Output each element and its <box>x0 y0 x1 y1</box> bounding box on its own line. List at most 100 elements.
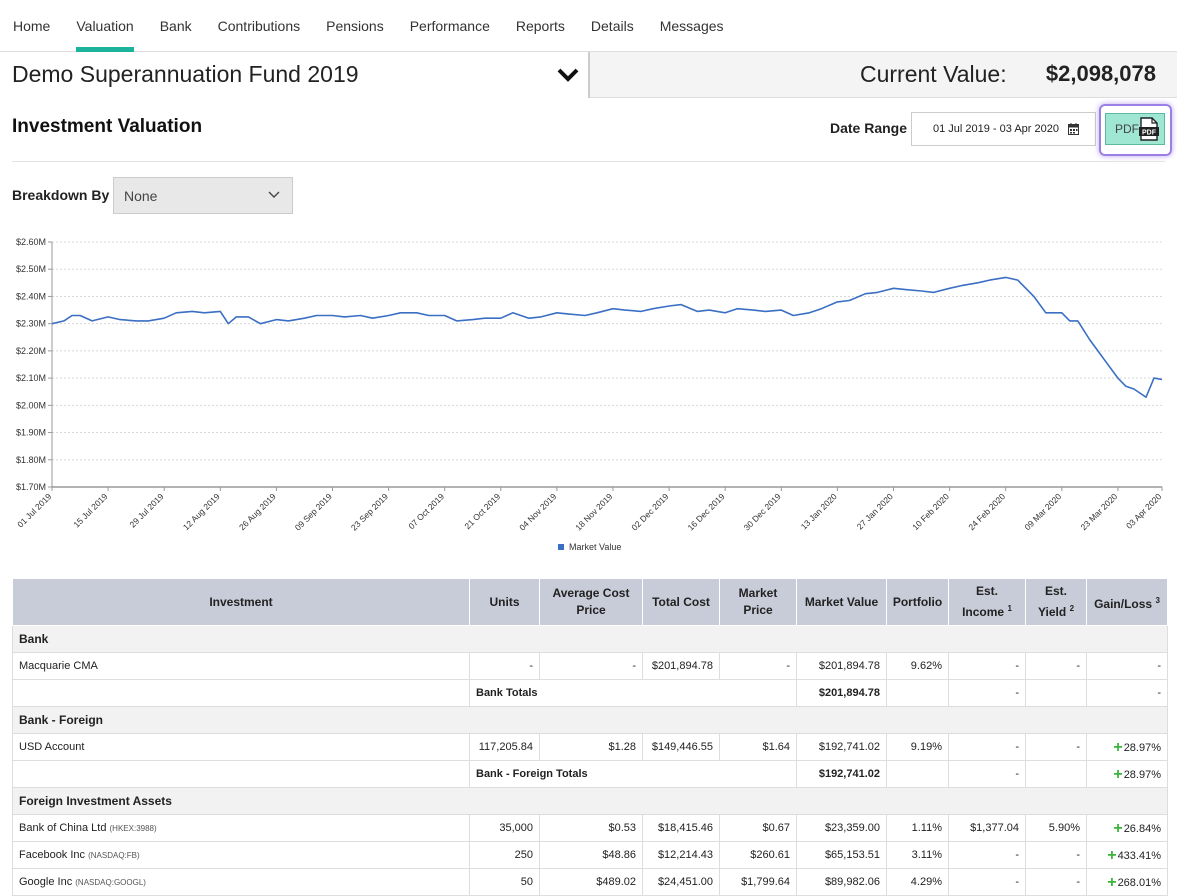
table-row[interactable]: USD Account 117,205.84 $1.28 $149,446.55… <box>12 733 1168 761</box>
cell-units: - <box>469 652 540 680</box>
cell-units: 50 <box>469 868 540 896</box>
fund-bar: Demo Superannuation Fund 2019 Current Va… <box>0 52 1177 98</box>
ticker: (HKEX:3988) <box>109 824 157 833</box>
x-tick-label: 23 Mar 2020 <box>1079 491 1120 532</box>
x-tick-label: 12 Aug 2019 <box>181 491 222 532</box>
cell-market-price: $1,799.64 <box>719 868 797 896</box>
y-tick-label: $2.60M <box>16 237 46 247</box>
cell-empty <box>12 679 470 707</box>
market-value-chart: $1.70M $1.80M $1.90M $2.00M $2.10M $2.20M $2.3… <box>15 237 1164 552</box>
cell-name: Facebook Inc (NASDAQ:FB) <box>12 841 470 869</box>
cell-portfolio: 1.11% <box>886 814 949 842</box>
col-portfolio[interactable]: Portfolio <box>886 578 949 626</box>
y-tick-label: $2.50M <box>16 264 46 274</box>
col-market-price[interactable]: Market Price <box>719 578 797 626</box>
cell-est-yield: - <box>1025 868 1087 896</box>
nav-valuation[interactable]: Valuation <box>63 0 146 52</box>
pdf-button[interactable]: PDF PDF <box>1105 113 1165 145</box>
x-tick-label: 01 Jul 2019 <box>15 491 53 529</box>
chevron-down-icon[interactable] <box>556 63 580 87</box>
breakdown-value: None <box>124 188 158 204</box>
table-total-row: Bank - Foreign Totals $192,741.02 - 28.9… <box>12 760 1168 788</box>
group-foreign-investment-assets: Foreign Investment Assets <box>12 787 1168 815</box>
cell-total-cost: $18,415.46 <box>642 814 720 842</box>
col-average-cost-price[interactable]: Average Cost Price <box>539 578 643 626</box>
pdf-button-focus-ring: PDF PDF <box>1099 104 1172 156</box>
col-investment[interactable]: Investment <box>12 578 470 626</box>
cell-est-income: $1,377.04 <box>948 814 1026 842</box>
gain-plus-icon: 268.01% <box>1107 877 1161 889</box>
cell-empty <box>886 760 949 788</box>
date-range-value: 01 Jul 2019 - 03 Apr 2020 <box>933 123 1059 135</box>
pdf-button-label: PDF <box>1115 122 1139 136</box>
cell-est-yield: - <box>1025 733 1087 761</box>
cell-units: 117,205.84 <box>469 733 540 761</box>
nav-contributions[interactable]: Contributions <box>217 18 301 34</box>
fund-name: Demo Superannuation Fund 2019 <box>12 61 359 87</box>
nav-pensions[interactable]: Pensions <box>326 18 384 34</box>
x-tick-label: 03 Apr 2020 <box>1124 491 1164 531</box>
fund-selector[interactable]: Demo Superannuation Fund 2019 <box>0 52 590 98</box>
nav-reports[interactable]: Reports <box>515 18 565 34</box>
cell-total-cost: $12,214.43 <box>642 841 720 869</box>
table-row[interactable]: Macquarie CMA - - $201,894.78 - $201,894… <box>12 652 1168 680</box>
table-row[interactable]: Bank of China Ltd (HKEX:3988) 35,000 $0.… <box>12 814 1168 842</box>
y-tick-label: $2.20M <box>16 346 46 356</box>
header-divider <box>12 161 1165 162</box>
col-gain-loss[interactable]: Gain/Loss 3 <box>1086 578 1168 626</box>
nav-messages[interactable]: Messages <box>659 18 724 34</box>
x-tick-label: 16 Dec 2019 <box>685 491 726 532</box>
cell-avg-cost: $48.86 <box>539 841 643 869</box>
total-market-value: $192,741.02 <box>796 760 887 788</box>
cell-total-cost: $201,894.78 <box>642 652 720 680</box>
nav-bank[interactable]: Bank <box>159 18 192 34</box>
x-tick-label: 18 Nov 2019 <box>573 491 614 532</box>
cell-avg-cost: $489.02 <box>539 868 643 896</box>
col-est-income[interactable]: Est. Income 1 <box>948 578 1026 626</box>
cell-empty <box>886 679 949 707</box>
cell-avg-cost: - <box>539 652 643 680</box>
y-tick-label: $2.00M <box>16 400 46 410</box>
table-total-row: Bank Totals $201,894.78 - - <box>12 679 1168 707</box>
cell-name: Bank of China Ltd (HKEX:3988) <box>12 814 470 842</box>
cell-units: 35,000 <box>469 814 540 842</box>
total-gain-loss: - <box>1086 679 1168 707</box>
cell-gain-loss: 26.84% <box>1086 814 1168 842</box>
chevron-down-icon <box>268 191 280 198</box>
total-market-value: $201,894.78 <box>796 679 887 707</box>
col-est-yield[interactable]: Est. Yield 2 <box>1025 578 1087 626</box>
col-total-cost[interactable]: Total Cost <box>642 578 720 626</box>
total-label: Bank - Foreign Totals <box>469 760 797 788</box>
x-tick-label: 02 Dec 2019 <box>629 491 670 532</box>
y-tick-label: $1.90M <box>16 428 46 438</box>
date-range-label: Date Range <box>830 120 908 136</box>
table-row[interactable]: Facebook Inc (NASDAQ:FB) 250 $48.86 $12,… <box>12 841 1168 869</box>
table-row[interactable]: Google Inc (NASDAQ:GOOGL) 50 $489.02 $24… <box>12 868 1168 896</box>
total-label: Bank Totals <box>469 679 797 707</box>
cell-market-value: $201,894.78 <box>796 652 887 680</box>
total-est-income: - <box>948 760 1026 788</box>
cell-empty <box>1025 679 1087 707</box>
y-tick-label: $2.30M <box>16 319 46 329</box>
y-tick-label: $1.70M <box>16 482 46 492</box>
nav-performance[interactable]: Performance <box>409 18 490 34</box>
breakdown-select[interactable]: None <box>113 177 293 214</box>
total-gain-loss: 28.97% <box>1086 760 1168 788</box>
cell-market-price: $0.67 <box>719 814 797 842</box>
x-tick-label: 26 Aug 2019 <box>237 491 278 532</box>
cell-gain-loss: 433.41% <box>1086 841 1168 869</box>
valuation-table: Investment Units Average Cost Price Total… <box>12 578 1168 896</box>
x-tick-label: 04 Nov 2019 <box>517 491 558 532</box>
nav-home[interactable]: Home <box>13 18 51 34</box>
col-market-value[interactable]: Market Value <box>796 578 887 626</box>
date-range-input[interactable]: 01 Jul 2019 - 03 Apr 2020 <box>911 112 1096 146</box>
gain-plus-icon: 28.97% <box>1113 769 1161 781</box>
x-tick-label: 27 Jan 2020 <box>855 491 895 531</box>
col-units[interactable]: Units <box>469 578 540 626</box>
cell-est-income: - <box>948 652 1026 680</box>
cell-gain-loss: 28.97% <box>1086 733 1168 761</box>
nav-details[interactable]: Details <box>590 18 634 34</box>
cell-market-value: $89,982.06 <box>796 868 887 896</box>
group-bank: Bank <box>12 625 1168 653</box>
calendar-icon <box>1068 123 1079 135</box>
